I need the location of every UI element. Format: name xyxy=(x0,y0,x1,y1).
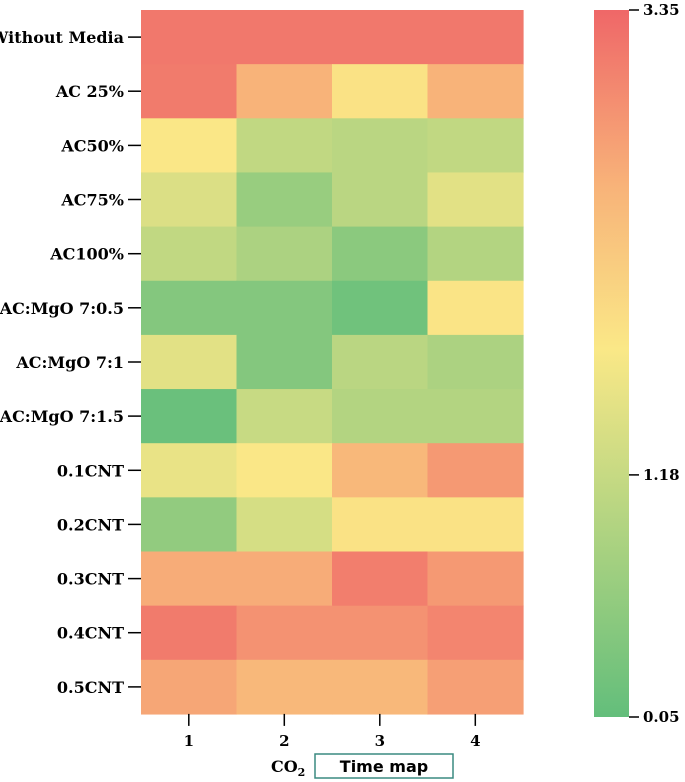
heatmap-cell xyxy=(236,605,333,661)
column-tick-label: 1 xyxy=(184,732,194,750)
heatmap-cell xyxy=(332,334,429,390)
row-label: AC100% xyxy=(49,245,124,264)
heatmap-cell xyxy=(332,172,429,228)
heatmap-cell xyxy=(141,334,238,390)
heatmap-cell xyxy=(332,226,429,282)
row-label: 0.4CNT xyxy=(57,624,124,643)
colorbar-tick-label: 0.05 xyxy=(643,708,680,726)
heatmap-cell xyxy=(332,389,429,444)
row-label: 0.3CNT xyxy=(57,570,124,589)
heatmap-cell xyxy=(427,64,524,119)
heatmap-cell xyxy=(332,605,429,661)
heatmap-cell xyxy=(427,497,524,553)
heatmap-cell xyxy=(141,172,238,228)
heatmap-cell xyxy=(332,551,429,607)
heatmap-cell xyxy=(427,389,524,444)
row-label: AC:MgO 7:1.5 xyxy=(0,407,124,426)
heatmap-cell xyxy=(332,280,429,336)
column-tick-label: 2 xyxy=(279,732,289,750)
heatmap-cell xyxy=(427,118,524,174)
heatmap-cell xyxy=(332,118,429,174)
colorbar-tick-label: 3.35 xyxy=(643,1,680,19)
heatmap-cell xyxy=(427,172,524,228)
heatmap-cell xyxy=(332,10,429,65)
heatmap-cell xyxy=(141,497,238,553)
heatmap-cell xyxy=(427,10,524,65)
heatmap-cell xyxy=(236,497,333,553)
heatmap-cell xyxy=(332,64,429,119)
heatmap-cell xyxy=(236,172,333,228)
row-label: AC50% xyxy=(60,136,124,155)
colorbar: 3.35 1.18 0.05 xyxy=(594,1,680,726)
heatmap-cell xyxy=(141,443,238,498)
x-axis-label: CO2 xyxy=(271,757,305,779)
heatmap-cell xyxy=(427,605,524,661)
heatmap-cell xyxy=(427,443,524,498)
heatmap-cell xyxy=(236,10,333,65)
heatmap-cell xyxy=(427,551,524,607)
x-axis-title: CO2 Time map xyxy=(271,753,454,779)
heatmap-cell xyxy=(141,551,238,607)
heatmap-cell xyxy=(236,118,333,174)
row-label: 0.5CNT xyxy=(57,678,124,697)
heatmap-cell xyxy=(236,280,333,336)
column-tick-label: 4 xyxy=(470,732,480,750)
heatmap-cell xyxy=(332,659,429,715)
column-tick-label: 3 xyxy=(375,732,385,750)
heatmap-cell xyxy=(141,605,238,661)
heatmap-cell xyxy=(236,443,333,498)
heatmap-cell xyxy=(427,334,524,390)
row-label: AC:MgO 7:1 xyxy=(15,353,124,372)
time-map-box xyxy=(314,753,454,779)
heatmap-cell xyxy=(141,64,238,119)
heatmap-cell xyxy=(332,443,429,498)
heatmap-cell xyxy=(141,659,238,715)
heatmap-cell xyxy=(236,334,333,390)
heatmap-cell xyxy=(141,389,238,444)
row-labels: Without Media AC 25% AC50% AC75% AC100% AC:Mg… xyxy=(0,28,141,697)
colorbar-gradient xyxy=(594,10,629,717)
heatmap-cells xyxy=(141,10,524,715)
colorbar-tick-label: 1.18 xyxy=(643,466,680,484)
heatmap-cell xyxy=(236,659,333,715)
heatmap-cell xyxy=(236,389,333,444)
row-label: AC:MgO 7:0.5 xyxy=(0,299,124,318)
row-label: 0.2CNT xyxy=(57,515,124,534)
heatmap-cell xyxy=(427,280,524,336)
heatmap-cell xyxy=(236,551,333,607)
heatmap-cell xyxy=(427,659,524,715)
row-label: 0.1CNT xyxy=(57,461,124,480)
row-label: Without Media xyxy=(0,28,124,47)
heatmap-cell xyxy=(236,64,333,119)
heatmap-cell xyxy=(141,10,238,65)
column-labels: 1 2 3 4 xyxy=(184,713,481,750)
heatmap-cell xyxy=(141,226,238,282)
heatmap-cell xyxy=(332,497,429,553)
colorbar-ticks: 3.35 1.18 0.05 xyxy=(629,1,680,726)
row-label: AC 25% xyxy=(55,82,124,101)
row-label: AC75% xyxy=(60,191,124,210)
heatmap-cell xyxy=(141,118,238,174)
heatmap-cell xyxy=(427,226,524,282)
time-map-label: Time map xyxy=(340,757,428,776)
heatmap-cell xyxy=(236,226,333,282)
heatmap-cell xyxy=(141,280,238,336)
